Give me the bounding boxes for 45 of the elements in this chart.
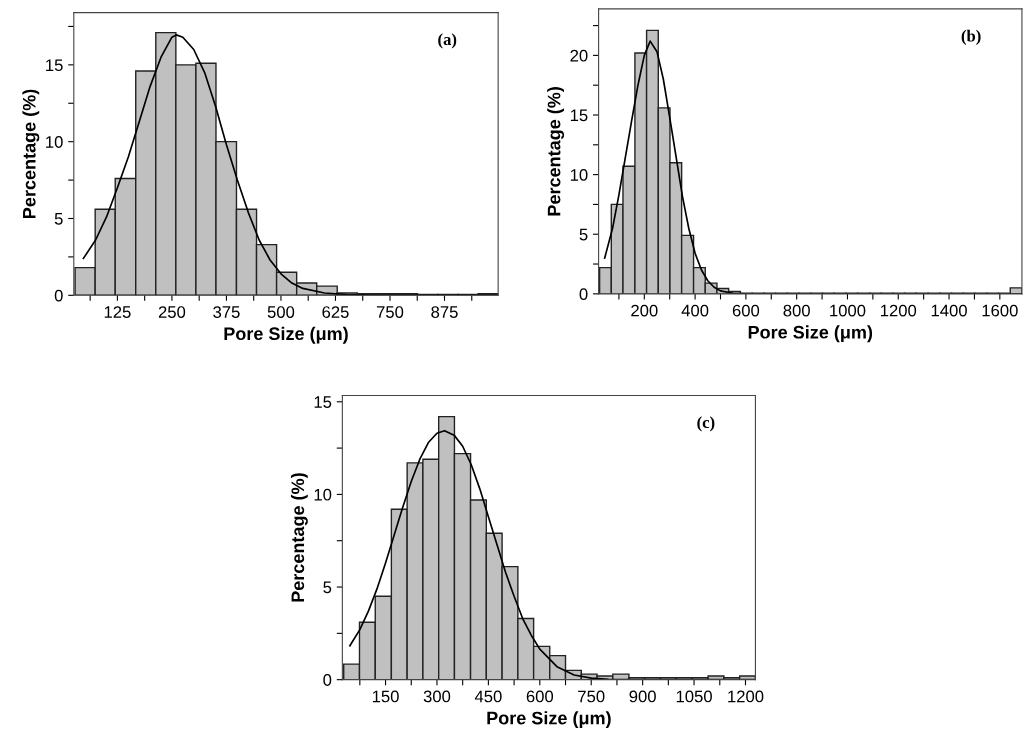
x-tick-label: 750 [578,690,605,703]
y-tick-label: 5 [323,581,332,594]
x-tick-label: 400 [681,304,709,317]
annotation: (b) [961,29,981,45]
annotation: (a) [438,33,457,49]
x-tick-label: 600 [526,690,554,703]
x-tick-label: 1400 [931,304,967,317]
y-axis-title: Percentage (%) [290,473,308,602]
x-tick-label: 150 [372,690,399,703]
x-tick-label: 250 [158,306,186,318]
x-tick-label: 750 [376,306,404,318]
y-tick-label: 15 [570,109,588,122]
y-tick-label: 10 [314,488,332,501]
x-tick-label: 625 [322,306,349,318]
x-axis-title: Pore Size (μm) [224,326,348,344]
x-tick-label: 900 [629,690,656,703]
x-tick-label: 800 [783,304,810,317]
x-tick-label: 600 [732,304,760,317]
x-tick-label: 200 [631,304,658,317]
y-tick-label: 15 [314,396,332,408]
y-axis-title: Percentage (%) [22,89,40,218]
x-tick-label: 1000 [830,304,866,317]
y-tick-label: 0 [54,289,63,302]
x-tick-label: 125 [104,306,131,318]
x-tick-label: 1200 [880,304,917,317]
x-tick-label: 300 [423,690,451,703]
y-tick-label: 0 [579,288,588,301]
x-tick-label: 1050 [676,690,712,703]
x-axis-title: Pore Size (μm) [748,325,873,343]
y-tick-label: 10 [570,169,588,181]
x-tick-label: 375 [213,306,240,318]
y-tick-label: 10 [46,136,63,148]
y-axis-title: Percentage (%) [547,87,565,216]
x-tick-label: 500 [267,306,295,318]
y-tick-label: 15 [46,59,63,72]
y-tick-label: 20 [570,49,588,62]
x-tick-label: 875 [431,306,458,318]
y-tick-label: 5 [579,228,588,241]
y-tick-label: 5 [54,213,63,225]
x-axis-title: Pore Size (μm) [487,711,611,729]
y-tick-label: 0 [323,674,332,686]
x-tick-label: 450 [474,690,502,703]
x-tick-label: 1200 [728,690,764,703]
x-tick-label: 1600 [982,304,1018,317]
annotation: (c) [697,416,715,432]
